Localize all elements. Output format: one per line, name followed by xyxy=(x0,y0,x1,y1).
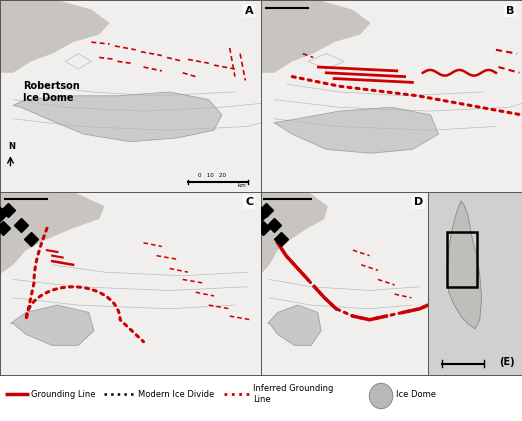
Polygon shape xyxy=(268,305,321,345)
Text: B: B xyxy=(506,6,514,16)
Polygon shape xyxy=(261,0,371,73)
Polygon shape xyxy=(274,107,438,153)
Text: Modern Ice Divide: Modern Ice Divide xyxy=(138,390,215,399)
Text: N: N xyxy=(8,142,15,152)
Text: Ice Dome: Ice Dome xyxy=(396,390,436,399)
Text: Inferred Grounding
Line: Inferred Grounding Line xyxy=(253,384,334,404)
Polygon shape xyxy=(0,0,110,73)
Polygon shape xyxy=(447,201,482,329)
Text: C: C xyxy=(245,197,253,207)
Text: Robertson
Ice Dome: Robertson Ice Dome xyxy=(23,81,80,103)
Polygon shape xyxy=(261,192,328,274)
Text: 0   10   20: 0 10 20 xyxy=(198,173,227,178)
Polygon shape xyxy=(13,92,222,142)
Text: (E): (E) xyxy=(499,357,515,368)
Polygon shape xyxy=(0,192,104,274)
Text: A: A xyxy=(244,6,253,16)
Text: D: D xyxy=(414,197,423,207)
Ellipse shape xyxy=(369,383,393,409)
Polygon shape xyxy=(10,305,94,345)
Bar xyxy=(447,232,477,287)
Text: Grounding Line: Grounding Line xyxy=(31,390,96,399)
Text: km: km xyxy=(238,183,246,188)
